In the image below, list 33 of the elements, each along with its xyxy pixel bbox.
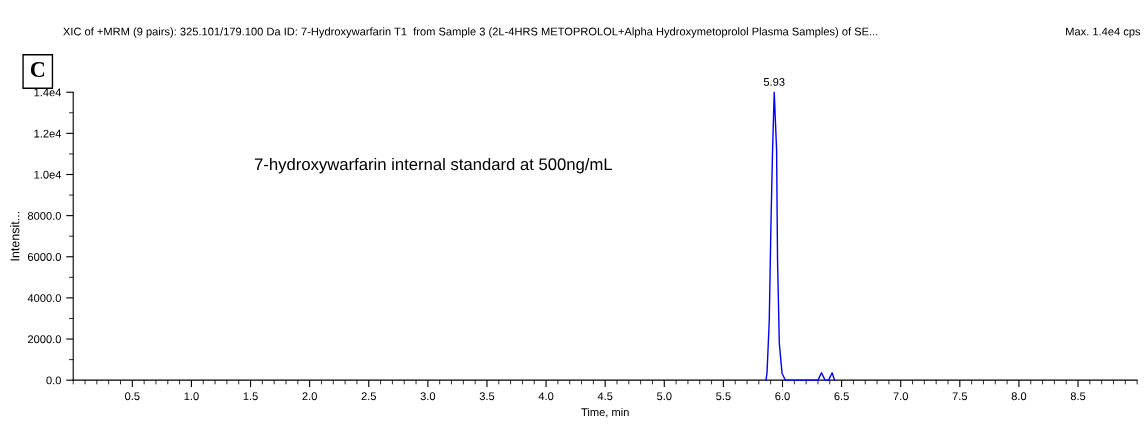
x-tick-label: 1.5 [243, 392, 258, 401]
x-tick-label: 6.5 [834, 392, 849, 401]
y-tick-label: 1.2e4 [34, 129, 62, 138]
y-tick-label: 4000.0 [27, 294, 61, 303]
x-tick-label: 6.0 [775, 392, 790, 401]
annotation: 7-hydroxywarfarin internal standard at 500ng/mL [254, 157, 613, 174]
text: C [30, 62, 45, 78]
chart-title: XIC of +MRM (9 pairs): 325.101/179.100 Da ID: 7-Hydroxywarfarin T1 from Sample 3 (2L-4HRS METOPROLOL+Alpha Hydroxymetoprolol Plasma Samples) of SE... [63, 27, 878, 38]
y-tick-label: 1.0e4 [34, 170, 62, 179]
y-tick-label: 2000.0 [27, 335, 61, 344]
x-tick-label: 1.0 [184, 392, 199, 401]
y-tick-label: 6000.0 [27, 253, 61, 261]
x-tick-label: 0.5 [125, 392, 140, 401]
text: Max. 1.4e4 cps [1066, 27, 1141, 38]
annotation: 5.93 [763, 78, 785, 86]
x-tick-label: 8.5 [1070, 392, 1086, 401]
line-series [765, 91, 836, 381]
y-axis-title: Intensit... [10, 211, 20, 261]
x-axis-title: Time, min [581, 407, 629, 418]
y-tick-label: 0.0 [46, 376, 61, 385]
x-tick-label: 3.5 [479, 392, 495, 401]
x-tick-label: 8.0 [1011, 392, 1027, 401]
y-tick-label: 8000.0 [27, 211, 61, 220]
x-tick-label: 4.5 [597, 392, 613, 401]
x-tick-label: 7.0 [893, 392, 908, 401]
x-tick-label: 5.5 [716, 392, 731, 401]
x-tick-label: 7.5 [952, 392, 968, 401]
y-tick-label: 1.4e4 [34, 88, 62, 97]
x-tick-label: 4.0 [538, 392, 554, 401]
x-tick-label: 2.5 [361, 392, 377, 401]
x-tick-label: 3.0 [420, 392, 436, 401]
x-tick-label: 2.0 [302, 392, 317, 401]
x-tick-label: 5.0 [657, 392, 672, 401]
